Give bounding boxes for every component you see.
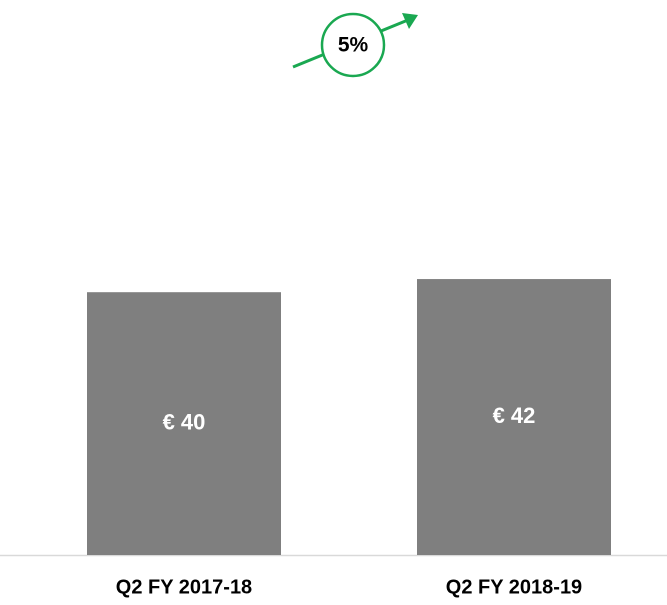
arrow-head: [402, 13, 418, 29]
annotation-text: 5%: [338, 34, 369, 57]
x-tick-label: Q2 FY 2017-18: [116, 576, 252, 598]
bar: [87, 292, 281, 555]
value-label: € 40: [163, 409, 206, 434]
value-label: € 42: [493, 403, 536, 428]
annotation-circle: [320, 12, 386, 78]
bar: [417, 279, 611, 555]
growth-annotation: 5%: [292, 12, 418, 78]
x-tick-label: Q2 FY 2018-19: [446, 576, 582, 598]
